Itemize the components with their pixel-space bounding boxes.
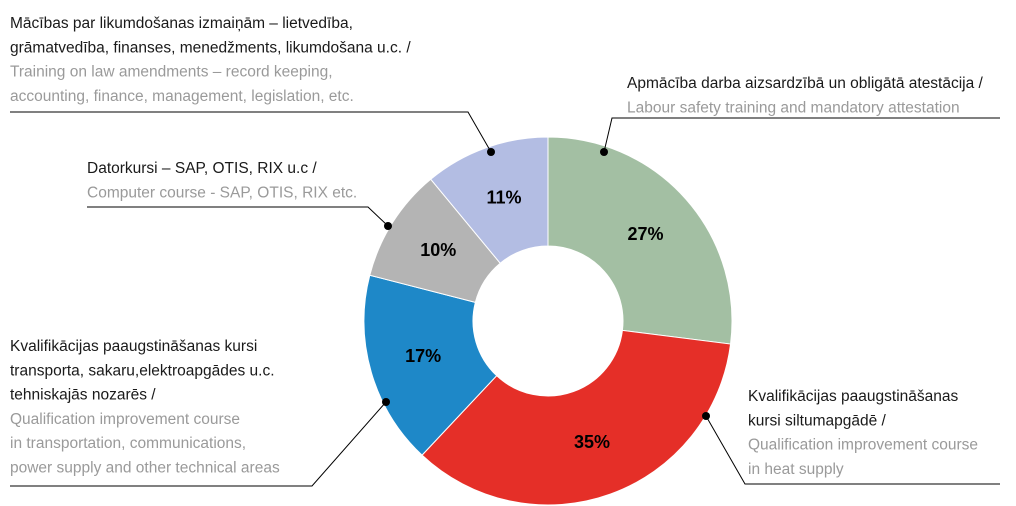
leader-dot (384, 222, 392, 230)
leader-line (87, 206, 389, 227)
category-label: kursi siltumapgādē / (748, 412, 887, 429)
category-label: in transportation, communications, (10, 435, 246, 452)
category-label: Qualification improvement course (748, 437, 978, 454)
category-label: Training on law amendments – record keep… (10, 64, 333, 81)
donut-segment (547, 136, 733, 345)
leader-dot (600, 148, 608, 156)
category-label: power supply and other technical areas (10, 460, 280, 477)
leader-line (10, 401, 387, 487)
donut-segment (430, 136, 549, 264)
leader-line (603, 117, 1000, 153)
category-label: Datorkursi – SAP, OTIS, RIX u.c / (87, 160, 317, 177)
donut-segment (363, 274, 498, 456)
category-label: transporta, sakaru,elektroapgādes u.c. (10, 362, 275, 379)
category-label: Qualification improvement course (10, 411, 240, 428)
category-label: Labour safety training and mandatory att… (627, 99, 960, 116)
data-label: 17% (405, 346, 441, 366)
category-label: grāmatvedība, finanses, menedžments, lik… (10, 39, 411, 56)
leader-dot (702, 412, 710, 420)
category-label: accounting, finance, management, legisla… (10, 88, 354, 105)
leader-dot (487, 148, 495, 156)
donut-segment (421, 329, 732, 506)
category-label: Computer course - SAP, OTIS, RIX etc. (87, 184, 357, 201)
leader-line (705, 415, 1000, 485)
data-label: 11% (486, 187, 521, 207)
category-label: tehniskajās nozarēs / (10, 387, 156, 404)
leader-dot (382, 398, 390, 406)
data-label: 27% (627, 224, 663, 244)
category-label: in heat supply (748, 461, 844, 478)
category-label: Mācības par likumdošanas izmaiņām – liet… (10, 15, 353, 32)
category-label: Apmācība darba aizsardzībā un obligātā a… (627, 75, 984, 92)
data-label: 10% (420, 240, 456, 260)
category-label: Kvalifikācijas paaugstināšanas kursi (10, 338, 257, 355)
category-label: Kvalifikācijas paaugstināšanas (748, 388, 958, 405)
data-label: 35% (574, 432, 610, 452)
leader-line (10, 111, 492, 153)
